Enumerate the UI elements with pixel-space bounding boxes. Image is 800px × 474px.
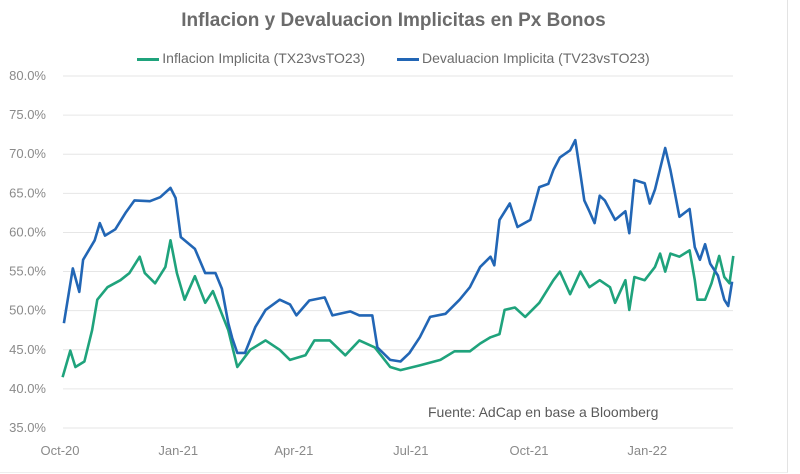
series-line-devaluacion [62, 138, 734, 363]
legend-label-inflacion: Inflacion Implicita (TX23vsTO23) [162, 50, 366, 66]
series-line-inflacion [61, 239, 735, 378]
chart-title: Inflacion y Devaluacion Implicitas en Px… [181, 10, 606, 31]
legend-swatch-devaluacion [397, 57, 419, 61]
y-tick-label: 65.0% [9, 185, 46, 200]
x-tick-label: Jan-22 [627, 443, 667, 458]
x-tick-label: Oct-21 [510, 443, 549, 458]
legend-label-devaluacion: Devaluacion Implicita (TV23vsTO23) [422, 50, 650, 66]
y-tick-label: 55.0% [9, 264, 46, 279]
y-tick-label: 60.0% [9, 224, 46, 239]
legend-swatch-inflacion [137, 57, 160, 61]
y-tick-label: 45.0% [9, 342, 46, 357]
legend-item-inflacion: Inflacion Implicita (TX23vsTO23) [137, 50, 365, 66]
y-tick-label: 75.0% [9, 107, 46, 122]
x-tick-label: Jul-21 [393, 443, 428, 458]
legend-item-devaluacion: Devaluacion Implicita (TV23vsTO23) [397, 50, 650, 66]
y-tick-label: 80.0% [9, 68, 46, 83]
y-tick-label: 50.0% [9, 303, 46, 318]
y-tick-label: 35.0% [9, 420, 46, 435]
legend: Inflacion Implicita (TX23vsTO23) Devalua… [0, 50, 787, 66]
y-tick-label: 40.0% [9, 381, 46, 396]
source-annotation: Fuente: AdCap en base a Bloomberg [428, 404, 659, 420]
x-tick-label: Oct-20 [40, 443, 79, 458]
x-tick-label: Jan-21 [158, 443, 198, 458]
y-tick-label: 70.0% [9, 146, 46, 161]
x-tick-label: Apr-21 [274, 443, 313, 458]
